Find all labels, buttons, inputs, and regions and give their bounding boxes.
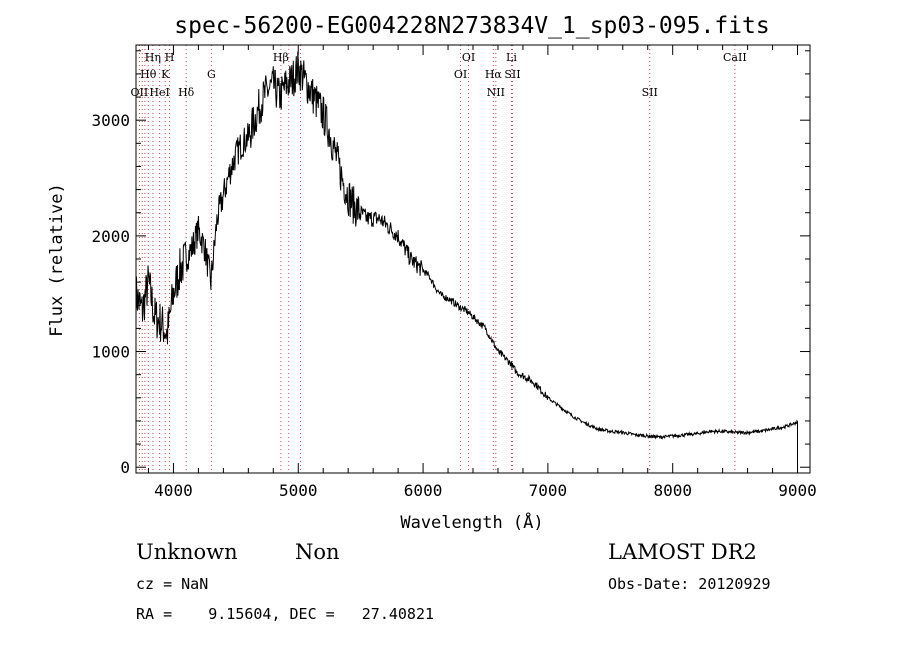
- spectral-line-markers: [138, 45, 736, 473]
- x-tick-label-8000: 8000: [653, 481, 692, 500]
- y-tick-label-3000: 3000: [91, 111, 130, 130]
- line-label-16: SII: [642, 86, 658, 99]
- line-label-13: Hα: [485, 68, 503, 81]
- y-axis-label: Flux (relative): [47, 183, 67, 337]
- line-label-10: Li: [506, 51, 517, 64]
- redshift-cz: cz = NaN: [136, 575, 209, 593]
- axis-ticks: 4000 5000 6000 7000 8000 9000 0 1000 2000 3000: [91, 45, 817, 500]
- y-tick-label-2000: 2000: [91, 227, 130, 246]
- observation-date: Obs-Date: 20120929: [608, 575, 771, 593]
- line-label-1: H: [165, 51, 175, 64]
- object-subclass: Non: [295, 540, 340, 564]
- x-tick-label-7000: 7000: [529, 481, 568, 500]
- line-label-14: SII: [504, 68, 520, 81]
- line-label-7: Hδ: [178, 86, 195, 99]
- y-tick-label-1000: 1000: [91, 343, 130, 362]
- line-label-8: Hβ: [273, 51, 289, 64]
- line-label-15: NII: [487, 86, 505, 99]
- survey-name: LAMOST DR2: [608, 540, 757, 564]
- line-label-6: HeI: [149, 86, 169, 99]
- chart-title: spec-56200-EG004228N273834V_1_sp03-095.f…: [174, 13, 769, 39]
- line-label-0: Hη: [145, 51, 161, 64]
- line-label-5: OII: [131, 86, 149, 99]
- line-label-9: OI: [462, 51, 475, 64]
- line-label-4: G: [207, 68, 216, 81]
- x-tick-label-4000: 4000: [154, 481, 193, 500]
- spectrum-series-line: [135, 51, 798, 468]
- y-tick-label-0: 0: [120, 458, 130, 477]
- x-tick-label-9000: 9000: [778, 481, 817, 500]
- line-label-3: K: [161, 68, 170, 81]
- x-tick-label-5000: 5000: [279, 481, 318, 500]
- plot-frame: [135, 44, 811, 474]
- line-label-12: OI: [454, 68, 467, 81]
- line-label-2: Hθ: [140, 68, 157, 81]
- coordinates: RA = 9.15604, DEC = 27.40821: [136, 605, 435, 623]
- line-label-11: CaII: [723, 51, 747, 64]
- x-axis-label: Wavelength (Å): [400, 511, 543, 533]
- x-tick-label-6000: 6000: [404, 481, 443, 500]
- object-class: Unknown: [136, 540, 238, 564]
